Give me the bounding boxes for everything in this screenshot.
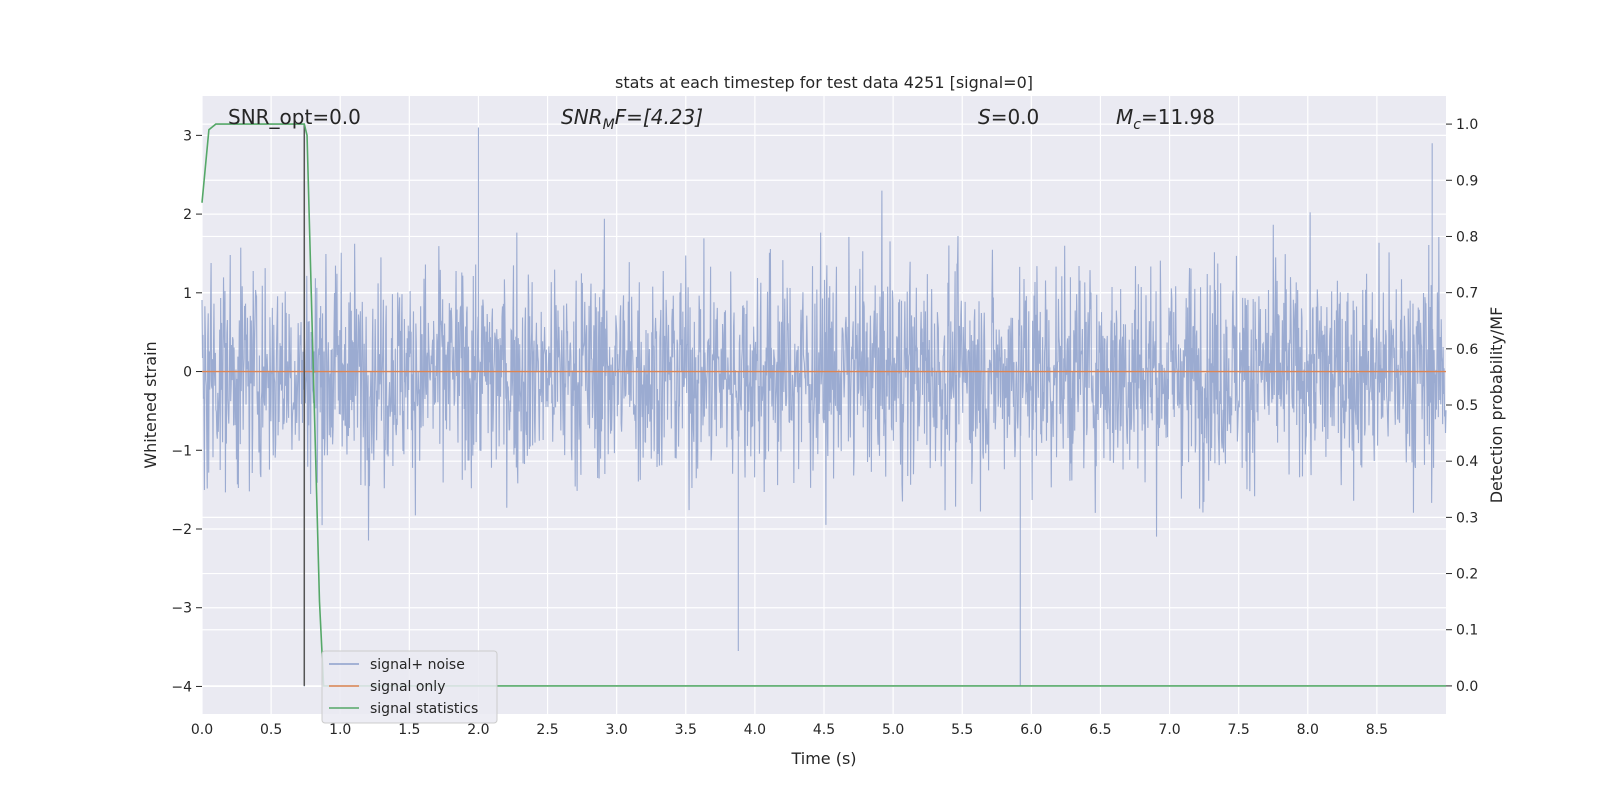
y-tick-label: 3 [183, 128, 192, 144]
series-signal-noise [201, 127, 1447, 687]
x-tick-label: 7.5 [1228, 722, 1250, 738]
x-tick-label: 1.5 [398, 722, 420, 738]
x-tick-label: 5.0 [882, 722, 904, 738]
y-tick-label: −3 [171, 601, 192, 617]
y-right-tick-label: 0.7 [1456, 286, 1478, 302]
y-right-tick-label: 1.0 [1456, 117, 1478, 133]
chart-title: stats at each timestep for test data 425… [615, 73, 1033, 92]
x-tick-label: 2.0 [467, 722, 489, 738]
legend-label-signal-only: signal only [370, 679, 445, 695]
x-tick-label: 0.0 [191, 722, 213, 738]
y-tick-label: 0 [183, 365, 192, 381]
y-right-tick-label: 0.6 [1456, 342, 1478, 358]
x-tick-label: 0.5 [260, 722, 282, 738]
x-tick-label: 8.5 [1366, 722, 1388, 738]
x-tick-label: 6.0 [1020, 722, 1042, 738]
x-tick-label: 4.5 [813, 722, 835, 738]
y-right-tick-label: 0.2 [1456, 567, 1478, 583]
series-line-signal-noise [201, 127, 1447, 687]
annotation-mc: Mc=11.98 [1116, 105, 1215, 133]
y-right-tick-label: 0.0 [1456, 679, 1478, 695]
y-right-tick-label: 0.1 [1456, 623, 1478, 639]
y-axis-right-label: Detection probability/MF [1487, 307, 1506, 504]
x-tick-label: 7.0 [1158, 722, 1180, 738]
annotation-snr-mf: SNRMF=[4.23] [561, 105, 703, 133]
x-tick-label: 8.0 [1297, 722, 1319, 738]
y-right-tick-label: 0.4 [1456, 454, 1478, 470]
x-tick-label: 3.0 [606, 722, 628, 738]
legend-box [321, 650, 498, 724]
legend-label-signal-statistics: signal statistics [370, 701, 478, 717]
y-tick-label: −1 [171, 443, 192, 459]
y-right-tick-label: 0.5 [1456, 398, 1478, 414]
x-tick-label: 5.5 [951, 722, 973, 738]
legend: signal+ noise signal only signal statist… [321, 650, 498, 724]
x-axis-label: Time (s) [790, 749, 856, 768]
y-axis-label: Whitened strain [141, 341, 160, 468]
x-tick-label: 1.0 [329, 722, 351, 738]
y-right-tick-label: 0.8 [1456, 229, 1478, 245]
y-tick-label: 2 [183, 207, 192, 223]
y-right-tick-label: 0.9 [1456, 173, 1478, 189]
ticks: 0.0 0.5 1.0 1.5 2.0 2.5 3.0 3.5 4.0 4.5 5.0 5.5 6.0 6… [171, 117, 1478, 738]
x-tick-label: 4.0 [744, 722, 766, 738]
y-tick-label: −4 [171, 679, 192, 695]
x-tick-label: 6.5 [1089, 722, 1111, 738]
x-tick-label: 2.5 [536, 722, 558, 738]
annotation-snr-opt: SNR_opt=0.0 [228, 105, 361, 129]
y-tick-label: 1 [183, 286, 192, 302]
y-right-tick-label: 0.3 [1456, 510, 1478, 526]
legend-label-signal-noise: signal+ noise [370, 657, 465, 673]
annotation-s: S=0.0 [978, 105, 1039, 129]
y-tick-label: −2 [171, 522, 192, 538]
x-tick-label: 3.5 [675, 722, 697, 738]
